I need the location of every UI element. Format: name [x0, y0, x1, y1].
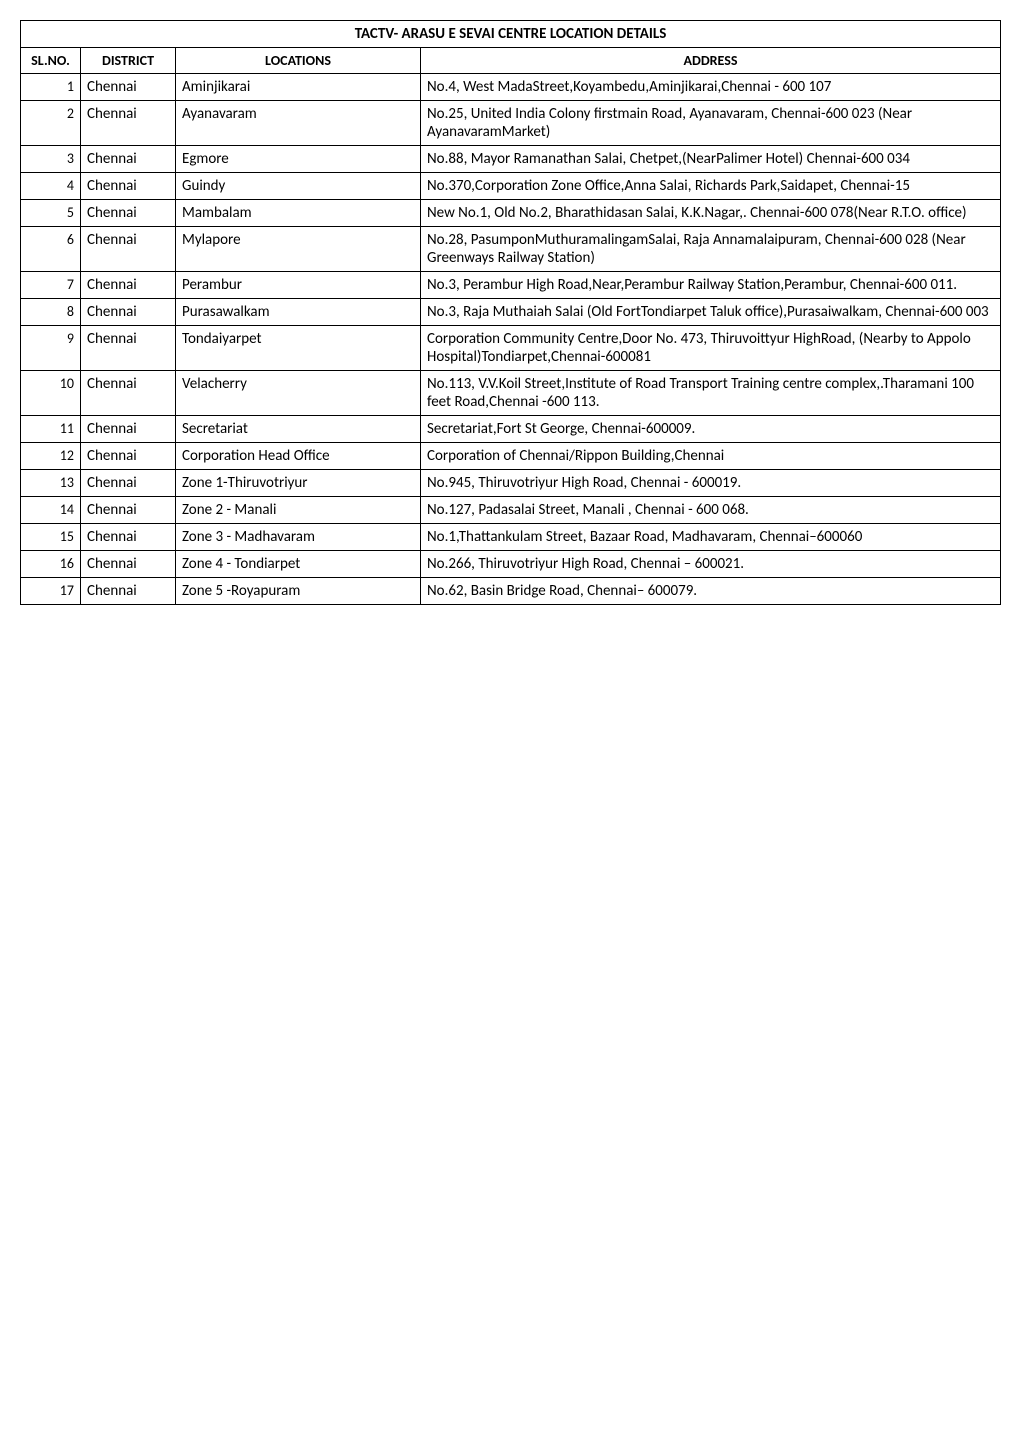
cell-slno: 13 [21, 470, 81, 497]
cell-address: No.88, Mayor Ramanathan Salai, Chetpet,(… [421, 146, 1001, 173]
cell-location: Egmore [176, 146, 421, 173]
table-row: 5ChennaiMambalamNew No.1, Old No.2, Bhar… [21, 200, 1001, 227]
cell-slno: 16 [21, 551, 81, 578]
cell-slno: 15 [21, 524, 81, 551]
cell-address: Corporation Community Centre,Door No. 47… [421, 326, 1001, 371]
cell-district: Chennai [81, 524, 176, 551]
table-row: 15ChennaiZone 3 - MadhavaramNo.1,Thattan… [21, 524, 1001, 551]
table-row: 4ChennaiGuindyNo.370,Corporation Zone Of… [21, 173, 1001, 200]
cell-slno: 3 [21, 146, 81, 173]
table-row: 3ChennaiEgmoreNo.88, Mayor Ramanathan Sa… [21, 146, 1001, 173]
cell-location: Purasawalkam [176, 299, 421, 326]
cell-district: Chennai [81, 326, 176, 371]
cell-location: Zone 3 - Madhavaram [176, 524, 421, 551]
cell-district: Chennai [81, 470, 176, 497]
cell-location: Aminjikarai [176, 74, 421, 101]
cell-location: Tondaiyarpet [176, 326, 421, 371]
cell-address: No.1,Thattankulam Street, Bazaar Road, M… [421, 524, 1001, 551]
cell-district: Chennai [81, 551, 176, 578]
cell-address: No.28, PasumponMuthuramalingamSalai, Raj… [421, 227, 1001, 272]
cell-address: No.266, Thiruvotriyur High Road, Chennai… [421, 551, 1001, 578]
cell-district: Chennai [81, 299, 176, 326]
table-row: 7ChennaiPeramburNo.3, Perambur High Road… [21, 272, 1001, 299]
col-header-district: DISTRICT [81, 48, 176, 74]
table-row: 17ChennaiZone 5 -RoyapuramNo.62, Basin B… [21, 578, 1001, 605]
location-details-table: TACTV- ARASU E SEVAI CENTRE LOCATION DET… [20, 20, 1001, 605]
table-row: 14ChennaiZone 2 - ManaliNo.127, Padasala… [21, 497, 1001, 524]
table-row: 13ChennaiZone 1-ThiruvotriyurNo.945, Thi… [21, 470, 1001, 497]
cell-district: Chennai [81, 146, 176, 173]
table-row: 6ChennaiMylaporeNo.28, PasumponMuthurama… [21, 227, 1001, 272]
cell-address: No.4, West MadaStreet,Koyambedu,Aminjika… [421, 74, 1001, 101]
cell-location: Zone 5 -Royapuram [176, 578, 421, 605]
cell-location: Ayanavaram [176, 101, 421, 146]
table-row: 16ChennaiZone 4 - TondiarpetNo.266, Thir… [21, 551, 1001, 578]
cell-district: Chennai [81, 173, 176, 200]
table-row: 9ChennaiTondaiyarpetCorporation Communit… [21, 326, 1001, 371]
col-header-locations: LOCATIONS [176, 48, 421, 74]
cell-slno: 12 [21, 443, 81, 470]
cell-location: Mylapore [176, 227, 421, 272]
cell-slno: 2 [21, 101, 81, 146]
cell-district: Chennai [81, 74, 176, 101]
table-row: 11ChennaiSecretariatSecretariat,Fort St … [21, 416, 1001, 443]
cell-slno: 8 [21, 299, 81, 326]
cell-location: Secretariat [176, 416, 421, 443]
cell-district: Chennai [81, 200, 176, 227]
cell-slno: 7 [21, 272, 81, 299]
cell-slno: 11 [21, 416, 81, 443]
cell-address: No.25, United India Colony firstmain Roa… [421, 101, 1001, 146]
cell-location: Corporation Head Office [176, 443, 421, 470]
cell-slno: 4 [21, 173, 81, 200]
cell-slno: 17 [21, 578, 81, 605]
table-title: TACTV- ARASU E SEVAI CENTRE LOCATION DET… [21, 21, 1001, 48]
table-row: 1ChennaiAminjikaraiNo.4, West MadaStreet… [21, 74, 1001, 101]
cell-address: Corporation of Chennai/Rippon Building,C… [421, 443, 1001, 470]
cell-address: No.113, V.V.Koil Street,Institute of Roa… [421, 371, 1001, 416]
table-title-row: TACTV- ARASU E SEVAI CENTRE LOCATION DET… [21, 21, 1001, 48]
cell-address: No.945, Thiruvotriyur High Road, Chennai… [421, 470, 1001, 497]
cell-address: No.370,Corporation Zone Office,Anna Sala… [421, 173, 1001, 200]
cell-location: Velacherry [176, 371, 421, 416]
table-row: 10ChennaiVelacherryNo.113, V.V.Koil Stre… [21, 371, 1001, 416]
cell-address: No.3, Raja Muthaiah Salai (Old FortTondi… [421, 299, 1001, 326]
cell-location: Guindy [176, 173, 421, 200]
table-row: 2ChennaiAyanavaramNo.25, United India Co… [21, 101, 1001, 146]
col-header-slno: SL.NO. [21, 48, 81, 74]
cell-district: Chennai [81, 227, 176, 272]
cell-district: Chennai [81, 101, 176, 146]
cell-slno: 10 [21, 371, 81, 416]
cell-district: Chennai [81, 443, 176, 470]
table-row: 12ChennaiCorporation Head OfficeCorporat… [21, 443, 1001, 470]
cell-address: Secretariat,Fort St George, Chennai-6000… [421, 416, 1001, 443]
cell-location: Mambalam [176, 200, 421, 227]
cell-district: Chennai [81, 272, 176, 299]
cell-location: Zone 1-Thiruvotriyur [176, 470, 421, 497]
cell-location: Zone 2 - Manali [176, 497, 421, 524]
cell-address: No.3, Perambur High Road,Near,Perambur R… [421, 272, 1001, 299]
col-header-address: ADDRESS [421, 48, 1001, 74]
cell-slno: 6 [21, 227, 81, 272]
table-row: 8ChennaiPurasawalkamNo.3, Raja Muthaiah … [21, 299, 1001, 326]
cell-district: Chennai [81, 371, 176, 416]
cell-location: Zone 4 - Tondiarpet [176, 551, 421, 578]
cell-slno: 1 [21, 74, 81, 101]
cell-location: Perambur [176, 272, 421, 299]
cell-slno: 5 [21, 200, 81, 227]
cell-address: New No.1, Old No.2, Bharathidasan Salai,… [421, 200, 1001, 227]
cell-slno: 14 [21, 497, 81, 524]
cell-address: No.127, Padasalai Street, Manali , Chenn… [421, 497, 1001, 524]
cell-district: Chennai [81, 578, 176, 605]
cell-address: No.62, Basin Bridge Road, Chennai– 60007… [421, 578, 1001, 605]
cell-slno: 9 [21, 326, 81, 371]
table-header-row: SL.NO. DISTRICT LOCATIONS ADDRESS [21, 48, 1001, 74]
cell-district: Chennai [81, 416, 176, 443]
cell-district: Chennai [81, 497, 176, 524]
